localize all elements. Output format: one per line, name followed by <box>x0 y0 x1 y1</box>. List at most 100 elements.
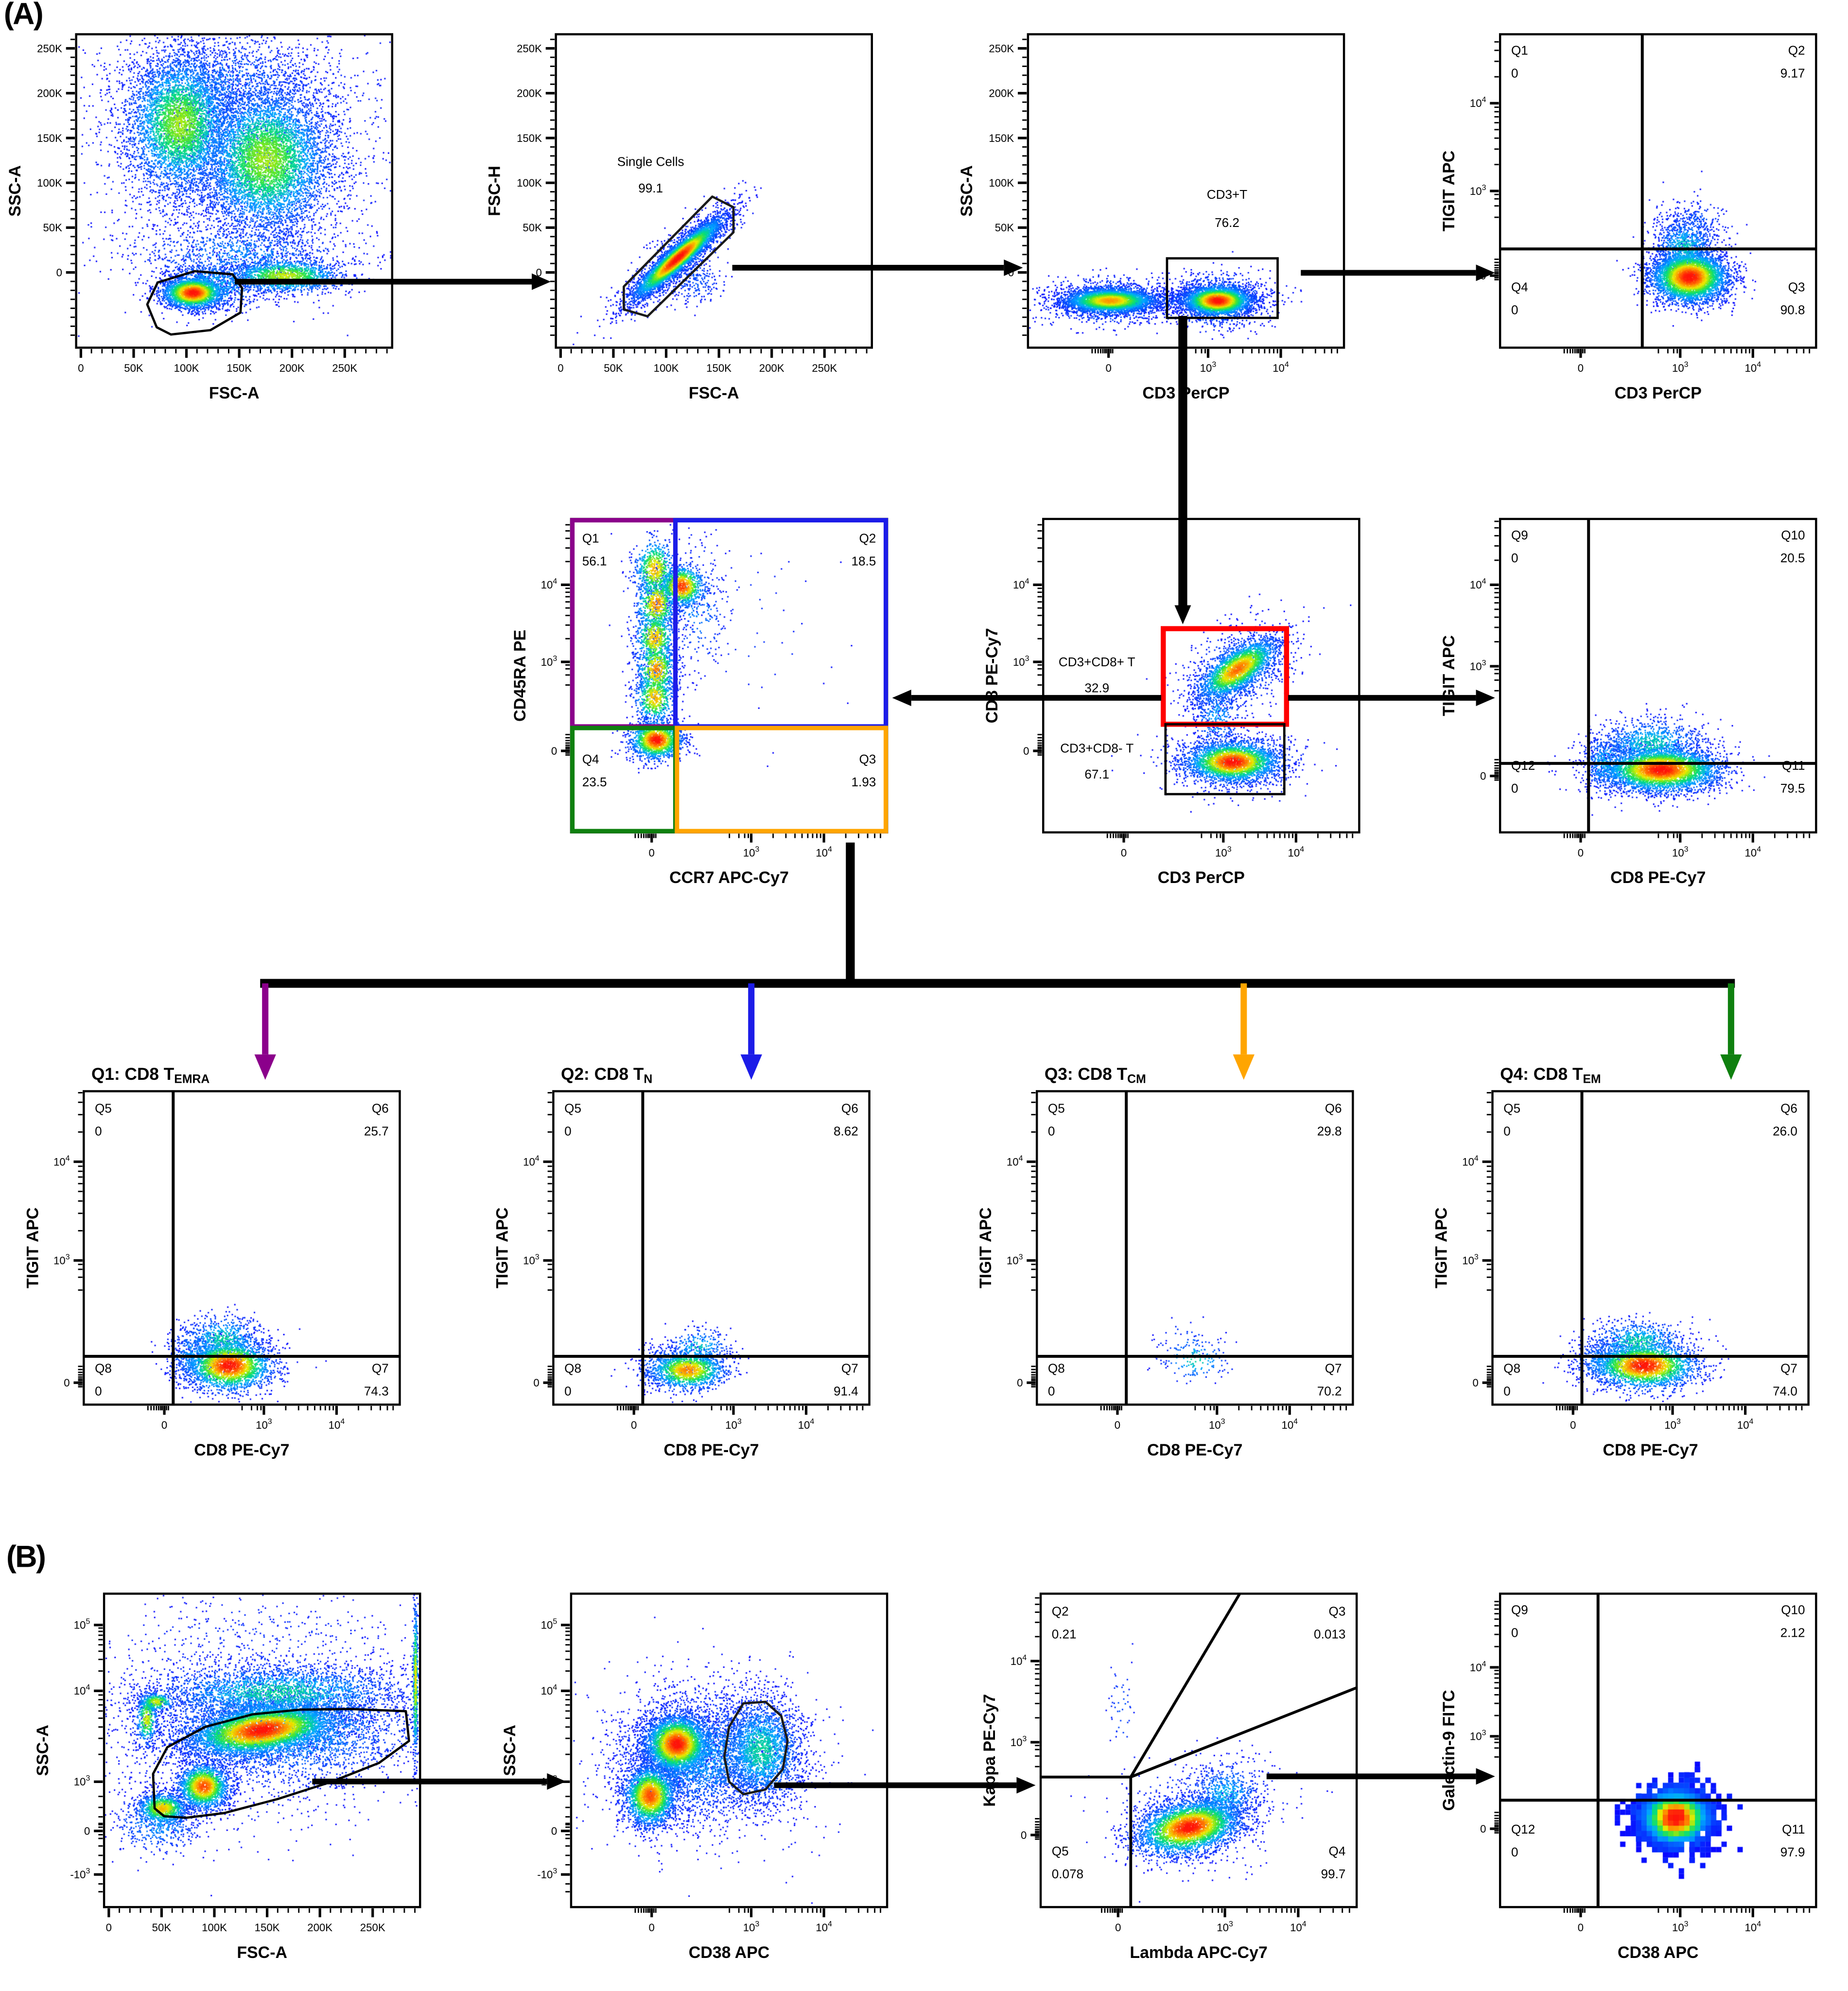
x-tick-label: 104 <box>1290 1920 1307 1934</box>
y-tick-label: 104 <box>1013 577 1029 591</box>
scatter-canvas-b3 <box>1041 1593 1357 1907</box>
y-tick-label: 103 <box>1470 659 1486 673</box>
x-tick-label: 100K <box>202 1922 227 1934</box>
scatter-canvas-b2 <box>571 1593 888 1907</box>
x-tick-label: 0 <box>649 847 655 859</box>
x-tick-label: 103 <box>256 1418 272 1431</box>
y-tick-label: 200K <box>517 87 542 100</box>
arrow-head <box>740 1054 762 1080</box>
x-tick-label: 0 <box>106 1922 112 1934</box>
x-tick-label: 200K <box>307 1922 332 1934</box>
y-tick-label: -103 <box>537 1867 557 1881</box>
arrow-head <box>532 273 551 290</box>
x-tick-label: 50K <box>604 362 623 374</box>
x-tick-label: 103 <box>743 1920 760 1934</box>
x-tick-label: 100K <box>174 362 199 374</box>
x-tick-label: 0 <box>1121 847 1127 859</box>
x-tick-label: 250K <box>332 362 357 374</box>
y-tick-label: 200K <box>989 87 1014 100</box>
y-tick-label: 100K <box>517 177 542 189</box>
y-tick-label: 104 <box>1007 1154 1023 1168</box>
x-tick-label: 104 <box>1273 361 1289 374</box>
x-tick-label: 100K <box>654 362 679 374</box>
y-axis-label: CD8 PE-Cy7 <box>983 628 1001 723</box>
y-tick-label: 150K <box>517 132 542 144</box>
x-axis-label: Lambda APC-Cy7 <box>1130 1943 1268 1962</box>
x-tick-label: 104 <box>1745 361 1761 374</box>
y-tick-label: 250K <box>37 42 62 54</box>
x-tick-label: 103 <box>1672 845 1689 859</box>
y-tick-label: 105 <box>74 1618 90 1631</box>
x-tick-label: 0 <box>631 1419 637 1431</box>
x-axis-label: FSC-A <box>237 1943 287 1962</box>
x-tick-label: 0 <box>1578 1922 1584 1934</box>
x-tick-label: 104 <box>1282 1418 1298 1431</box>
y-tick-label: 50K <box>995 222 1014 234</box>
y-tick-label: 104 <box>74 1683 90 1697</box>
scatter-canvas-t1 <box>84 1091 400 1405</box>
y-tick-label: 150K <box>989 132 1014 144</box>
y-tick-label: 104 <box>1462 1154 1479 1168</box>
y-tick-label: 104 <box>53 1154 70 1168</box>
arrow-head <box>1476 1768 1495 1785</box>
x-tick-label: 0 <box>558 362 563 374</box>
y-tick-label: 0 <box>1008 266 1014 278</box>
y-axis-label: SSC-A <box>6 165 24 217</box>
x-tick-label: 0 <box>1578 362 1584 374</box>
scatter-canvas-a4 <box>1500 34 1816 348</box>
x-tick-label: 150K <box>255 1922 280 1934</box>
y-axis-label: TIGIT APC <box>23 1208 42 1289</box>
y-tick-label: 103 <box>541 655 558 668</box>
x-tick-label: 103 <box>743 845 760 859</box>
y-tick-label: 0 <box>533 1377 539 1389</box>
panel-label-b: (B) <box>6 1540 46 1575</box>
y-tick-label: 103 <box>1462 1253 1479 1267</box>
y-axis-label: SSC-A <box>34 1725 52 1776</box>
arrow-bar-to-t2 <box>740 983 762 1080</box>
plot-title-t3: Q3: CD8 TCM <box>1045 1065 1146 1086</box>
x-axis-label: CD8 PE-Cy7 <box>1610 868 1706 887</box>
y-tick-label: 0 <box>551 1825 557 1837</box>
x-axis-label: FSC-A <box>209 384 260 402</box>
x-tick-label: 104 <box>816 845 832 859</box>
y-tick-label: 104 <box>541 577 558 591</box>
y-tick-label: 0 <box>64 1377 70 1389</box>
x-tick-label: 50K <box>152 1922 172 1934</box>
y-axis-label: SSC-A <box>958 165 976 217</box>
y-tick-label: 0 <box>1021 1829 1027 1841</box>
y-tick-label: 103 <box>53 1253 70 1267</box>
x-axis-label: CD8 PE-Cy7 <box>663 1441 759 1459</box>
plot-title-t1: Q1: CD8 TEMRA <box>91 1065 209 1086</box>
plot-title-t4: Q4: CD8 TEM <box>1500 1065 1601 1086</box>
y-tick-label: 103 <box>74 1774 90 1788</box>
y-axis-label: Kappa PE-Cy7 <box>980 1694 999 1807</box>
x-tick-label: 104 <box>1745 845 1761 859</box>
y-tick-label: 150K <box>37 132 62 144</box>
arrow-bar-to-t1 <box>254 983 276 1080</box>
x-tick-label: 0 <box>161 1419 167 1431</box>
y-axis-label: FSC-H <box>486 166 504 216</box>
arrow-head <box>1233 1054 1255 1080</box>
x-tick-label: 103 <box>1672 361 1689 374</box>
y-tick-label: 103 <box>1470 184 1486 197</box>
x-axis-label: CD8 PE-Cy7 <box>1603 1441 1698 1459</box>
y-tick-label: 104 <box>1470 577 1486 591</box>
y-tick-label: 0 <box>1023 745 1029 757</box>
y-tick-label: 105 <box>541 1618 558 1631</box>
y-tick-label: 50K <box>43 222 62 234</box>
x-tick-label: 50K <box>124 362 143 374</box>
arrow-head <box>1004 259 1023 276</box>
y-tick-label: 200K <box>37 87 62 100</box>
x-tick-label: 103 <box>1209 1418 1225 1431</box>
y-tick-label: 0 <box>1480 770 1486 782</box>
x-tick-label: 104 <box>798 1418 815 1431</box>
x-tick-label: 104 <box>1288 845 1305 859</box>
x-axis-label: CD3 PerCP <box>1142 384 1229 402</box>
panel-label-a: (A) <box>3 0 44 32</box>
x-axis-label: CD38 APC <box>1618 1943 1699 1962</box>
scatter-canvas-t2 <box>553 1091 870 1405</box>
x-tick-label: 0 <box>1570 1419 1576 1431</box>
y-tick-label: 0 <box>1472 1377 1478 1389</box>
